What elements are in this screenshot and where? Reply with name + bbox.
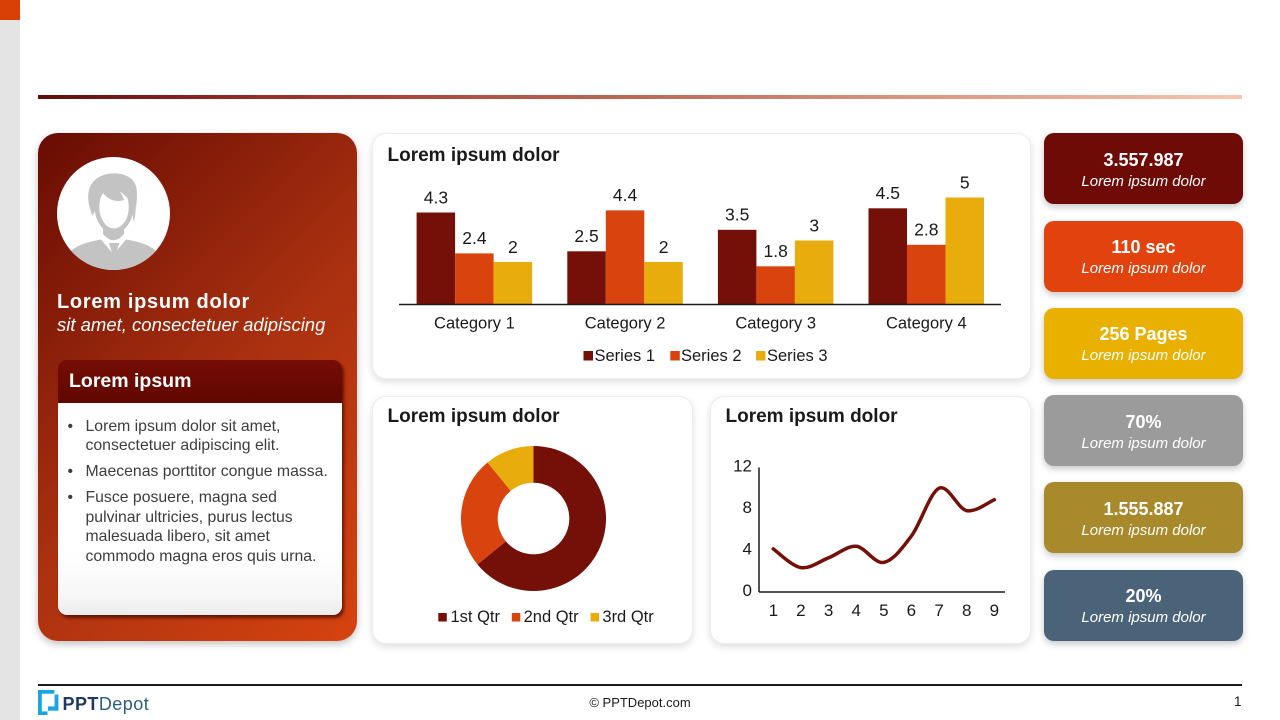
svg-text:Category 4: Category 4 xyxy=(886,314,967,332)
svg-text:Category 3: Category 3 xyxy=(735,314,816,332)
svg-text:8: 8 xyxy=(962,601,971,620)
svg-text:Category 2: Category 2 xyxy=(585,314,666,332)
svg-text:6: 6 xyxy=(907,601,916,620)
svg-text:Series 1: Series 1 xyxy=(595,347,656,365)
svg-text:3rd Qtr: 3rd Qtr xyxy=(602,608,654,626)
svg-text:2: 2 xyxy=(508,237,518,257)
svg-text:1: 1 xyxy=(769,601,778,620)
svg-text:2: 2 xyxy=(659,237,669,257)
svg-text:2.5: 2.5 xyxy=(574,226,598,246)
svg-text:3: 3 xyxy=(824,601,833,620)
svg-text:2: 2 xyxy=(796,601,805,620)
svg-text:5: 5 xyxy=(960,172,970,192)
svg-text:9: 9 xyxy=(990,601,999,620)
svg-text:2.8: 2.8 xyxy=(914,220,938,240)
svg-text:5: 5 xyxy=(879,601,888,620)
svg-text:Category 1: Category 1 xyxy=(434,314,515,332)
svg-text:3: 3 xyxy=(809,215,819,235)
svg-text:4: 4 xyxy=(743,540,752,559)
svg-text:4: 4 xyxy=(851,601,860,620)
svg-text:8: 8 xyxy=(743,498,752,517)
svg-text:1.8: 1.8 xyxy=(764,241,788,261)
svg-text:2nd Qtr: 2nd Qtr xyxy=(524,608,580,626)
svg-text:Series 2: Series 2 xyxy=(681,347,742,365)
svg-text:Series 3: Series 3 xyxy=(767,347,828,365)
svg-text:0: 0 xyxy=(743,581,752,600)
svg-text:3.5: 3.5 xyxy=(725,205,749,225)
svg-text:7: 7 xyxy=(934,601,943,620)
svg-text:12: 12 xyxy=(733,457,752,476)
svg-text:2.4: 2.4 xyxy=(462,228,487,248)
svg-text:4.3: 4.3 xyxy=(424,187,448,207)
svg-text:4.4: 4.4 xyxy=(613,185,638,205)
svg-text:4.5: 4.5 xyxy=(876,183,900,203)
svg-text:1st Qtr: 1st Qtr xyxy=(451,608,501,626)
